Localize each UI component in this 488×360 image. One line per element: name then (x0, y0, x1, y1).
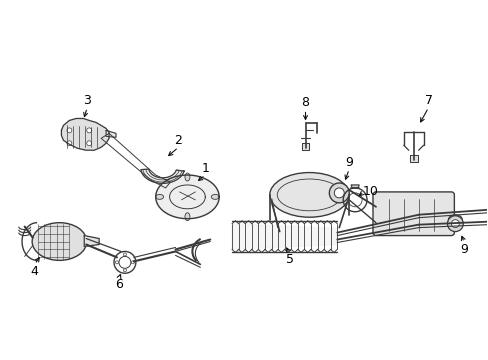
Circle shape (450, 220, 458, 228)
Ellipse shape (32, 223, 86, 260)
Text: 9: 9 (459, 243, 468, 256)
Circle shape (86, 128, 92, 133)
Polygon shape (141, 169, 183, 183)
Circle shape (114, 251, 136, 273)
Text: 8: 8 (301, 96, 309, 109)
Circle shape (119, 256, 131, 268)
Circle shape (115, 261, 118, 264)
Text: 2: 2 (174, 134, 182, 147)
Text: 3: 3 (83, 94, 91, 107)
Ellipse shape (211, 194, 219, 199)
Circle shape (67, 141, 72, 146)
Ellipse shape (447, 215, 461, 225)
Polygon shape (350, 185, 358, 188)
Ellipse shape (155, 194, 163, 199)
Circle shape (67, 128, 72, 133)
Polygon shape (301, 143, 309, 150)
Polygon shape (61, 118, 109, 150)
Circle shape (123, 253, 126, 256)
Circle shape (123, 269, 126, 272)
Ellipse shape (184, 173, 189, 181)
Polygon shape (84, 235, 99, 247)
Circle shape (334, 188, 344, 198)
Text: 1: 1 (201, 162, 209, 175)
Text: 9: 9 (345, 156, 352, 168)
Polygon shape (409, 155, 417, 162)
FancyBboxPatch shape (372, 192, 453, 235)
Polygon shape (106, 130, 116, 137)
Text: 4: 4 (31, 265, 39, 278)
Ellipse shape (184, 213, 189, 221)
Ellipse shape (269, 172, 348, 217)
Text: 10: 10 (362, 185, 378, 198)
Text: 5: 5 (285, 253, 293, 266)
Polygon shape (155, 175, 219, 219)
Circle shape (328, 183, 348, 203)
Circle shape (131, 261, 134, 264)
Text: 7: 7 (424, 94, 432, 107)
Text: 6: 6 (115, 278, 122, 291)
Polygon shape (232, 224, 337, 249)
Circle shape (447, 216, 462, 231)
Circle shape (86, 141, 92, 146)
